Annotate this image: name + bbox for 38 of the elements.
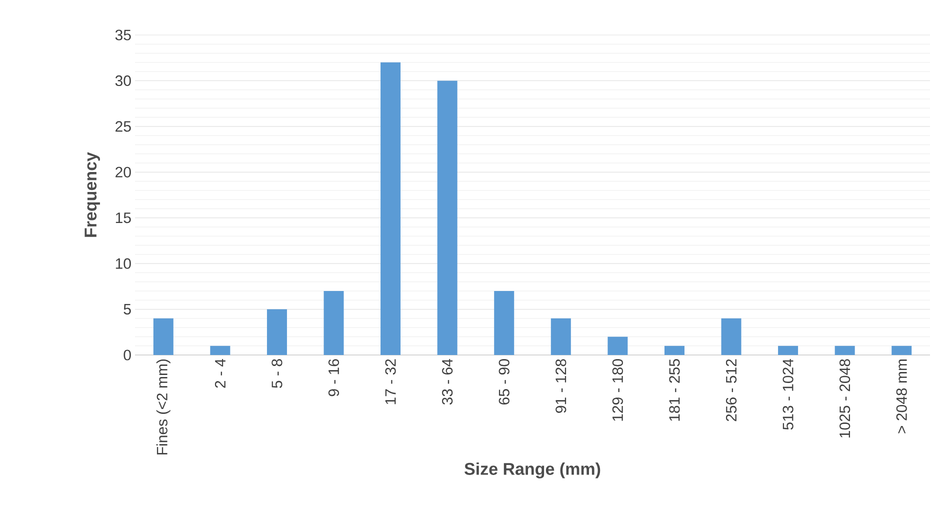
- bar: [608, 336, 628, 355]
- x-tick-label: 5 - 8: [272, 359, 282, 388]
- x-tick-label: 513 - 1024: [782, 358, 794, 430]
- y-tick-label: 20: [116, 166, 131, 178]
- x-tick-label: 17 - 32: [385, 359, 396, 404]
- bar: [721, 318, 742, 355]
- bar: [778, 346, 798, 355]
- x-tick-label: Fines (<2 mm): [156, 359, 170, 454]
- x-tick-label: > 2048 mm: [896, 360, 907, 434]
- x-tick-label: 1025 - 2048: [840, 359, 850, 438]
- x-tick-label: 129 - 180: [612, 359, 623, 421]
- y-tick-label: 35: [115, 30, 131, 40]
- y-tick-label: 30: [115, 75, 131, 86]
- x-tick-label: 181 - 255: [669, 359, 680, 421]
- bar: [550, 318, 571, 355]
- y-tick-label: 25: [116, 121, 131, 132]
- y-axis-title: Frequency: [84, 152, 100, 237]
- bar: [664, 346, 684, 355]
- x-tick-label: 2 - 4: [214, 358, 226, 388]
- bar: [324, 291, 344, 355]
- bar: [380, 62, 401, 355]
- bar: [153, 318, 174, 355]
- x-tick-label: 65 - 90: [498, 359, 510, 404]
- bar: [834, 346, 855, 355]
- bar: [210, 346, 230, 355]
- x-tick-label: 91 - 128: [556, 359, 566, 413]
- y-tick-label: 10: [116, 258, 131, 269]
- x-tick-label: 33 - 64: [442, 358, 453, 405]
- y-tick-label: 5: [124, 304, 131, 315]
- bar: [437, 80, 458, 355]
- x-axis-title: Size Range (mm): [464, 462, 600, 478]
- bar: [892, 346, 912, 355]
- x-tick-label: 256 - 512: [726, 359, 737, 422]
- y-tick-label: 0: [124, 350, 131, 360]
- bar: [494, 291, 514, 355]
- x-tick-label: 9 - 16: [328, 359, 340, 396]
- bar: [266, 309, 287, 355]
- y-tick-label: 15: [116, 212, 131, 224]
